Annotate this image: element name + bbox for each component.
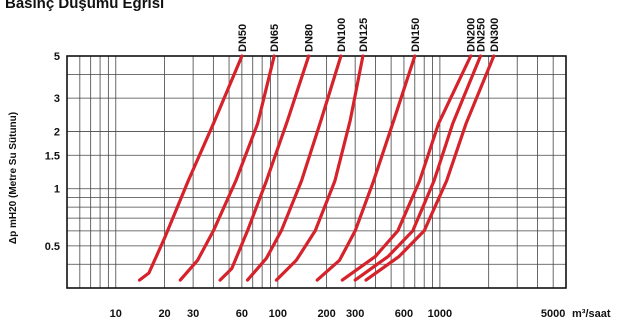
series-label-dn65: DN65 bbox=[269, 24, 281, 52]
y-tick-label: 3 bbox=[54, 93, 60, 105]
x-tick-label: 200 bbox=[317, 308, 335, 320]
x-tick-label: 10 bbox=[110, 308, 122, 320]
series-line-dn80 bbox=[218, 54, 311, 282]
series-line-dn200 bbox=[340, 54, 473, 282]
x-tick-label: 5000 bbox=[541, 308, 565, 320]
series-label-dn150: DN150 bbox=[410, 18, 422, 52]
x-tick-label: 1000 bbox=[428, 308, 452, 320]
x-tick-label: 60 bbox=[236, 308, 248, 320]
series-line-dn150 bbox=[315, 54, 417, 282]
x-axis-unit-label: m³/saat bbox=[572, 308, 611, 320]
series-line-dn250 bbox=[353, 54, 483, 282]
series-line-dn50 bbox=[137, 54, 244, 282]
y-tick-label: 1 bbox=[54, 184, 60, 196]
series-line-dn100 bbox=[245, 54, 343, 282]
grid bbox=[66, 55, 567, 289]
series-line-dn65 bbox=[178, 54, 276, 282]
plot-frame bbox=[66, 55, 567, 289]
series-line-dn125 bbox=[274, 54, 365, 282]
y-axis-label: Δp mH20 (Metre Su Sütunu) bbox=[8, 112, 19, 244]
series-label-dn100: DN100 bbox=[336, 18, 348, 52]
series-line-dn300 bbox=[364, 54, 496, 282]
series-label-dn250: DN250 bbox=[476, 18, 488, 52]
series-label-dn200: DN200 bbox=[466, 18, 478, 52]
series-label-dn50: DN50 bbox=[237, 24, 249, 52]
y-tick-label: 5 bbox=[54, 51, 60, 63]
series-label-dn125: DN125 bbox=[358, 18, 370, 52]
series-label-dn80: DN80 bbox=[304, 24, 316, 52]
x-tick-label: 20 bbox=[158, 308, 170, 320]
x-tick-label: 30 bbox=[187, 308, 199, 320]
y-tick-label: 0.5 bbox=[45, 241, 60, 253]
y-tick-label: 2 bbox=[54, 127, 60, 139]
y-tick-label: 1.5 bbox=[45, 150, 60, 162]
chart-title: Basınç Düşümü Eğrisi bbox=[5, 0, 165, 12]
series-label-dn300: DN300 bbox=[489, 18, 501, 52]
x-tick-label: 300 bbox=[346, 308, 364, 320]
x-tick-label: 600 bbox=[395, 308, 413, 320]
tick-labels: 10 20 30 60 100 200 300 600 1000 5000 0.5 1 1.5 2 3 5 bbox=[45, 51, 566, 320]
series-lines bbox=[137, 54, 496, 282]
x-tick-label: 100 bbox=[269, 308, 287, 320]
